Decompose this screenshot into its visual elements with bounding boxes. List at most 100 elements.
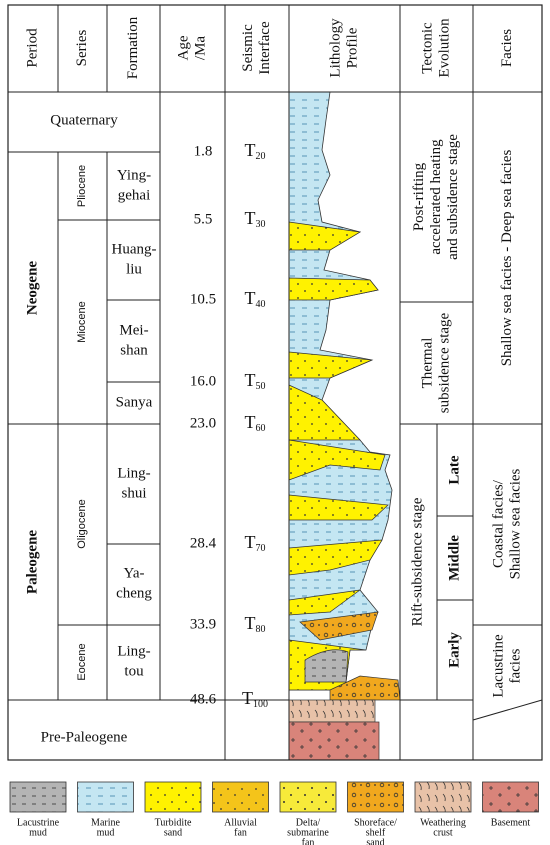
sand-layer bbox=[288, 277, 379, 301]
legend-swatch bbox=[482, 781, 539, 813]
seismic-symbol: T bbox=[245, 532, 256, 552]
age-label: 1.8 bbox=[194, 143, 213, 159]
legend-swatch bbox=[9, 781, 67, 813]
legend-swatch bbox=[212, 781, 269, 813]
table-border bbox=[7, 4, 543, 761]
legend-label: sand bbox=[366, 837, 384, 845]
seismic-label: T40 bbox=[245, 288, 266, 310]
legend-label: Lacustrine bbox=[17, 817, 60, 828]
formation-label: gehai bbox=[118, 187, 150, 203]
seismic-symbol: T bbox=[245, 613, 256, 633]
legend-label: Turbidite bbox=[155, 817, 192, 828]
seismic-label: T70 bbox=[245, 532, 266, 554]
lithology-profile bbox=[288, 91, 401, 761]
series-label: Miocene bbox=[76, 301, 88, 343]
legend-label: shelf bbox=[366, 827, 386, 838]
rule bbox=[472, 699, 543, 721]
legend-label: Basement bbox=[491, 817, 531, 828]
header-label: Age bbox=[175, 35, 191, 60]
legend-swatch bbox=[144, 781, 202, 813]
period-label: Quaternary bbox=[50, 112, 118, 128]
seismic-label: T30 bbox=[245, 208, 266, 230]
legend-label: sand bbox=[164, 827, 182, 838]
tectonic-substage: Late bbox=[446, 455, 462, 485]
facies-label: facies bbox=[507, 648, 523, 683]
seismic-index: 80 bbox=[256, 624, 266, 635]
header-label: Formation bbox=[125, 16, 141, 79]
formation-label: Ling- bbox=[117, 643, 150, 659]
tectonic-stage: and subsidence stage bbox=[445, 134, 461, 260]
formation-label: liu bbox=[126, 261, 142, 277]
alluvial-fan bbox=[329, 675, 401, 701]
seismic-label: T50 bbox=[245, 370, 266, 392]
seismic-symbol: T bbox=[245, 412, 256, 432]
seismic-index: 100 bbox=[253, 699, 268, 710]
legend: LacustrinemudMarinemudTurbiditesandAlluv… bbox=[9, 781, 539, 845]
formation-label: tou bbox=[124, 663, 144, 679]
legend-label: Delta/ bbox=[296, 817, 321, 828]
lacustrine-mud bbox=[304, 649, 349, 683]
seismic-label: T100 bbox=[242, 688, 268, 710]
age-label: 16.0 bbox=[190, 373, 216, 389]
header-label: Seismic bbox=[240, 24, 256, 72]
age-label: 10.5 bbox=[190, 291, 216, 307]
basement bbox=[288, 721, 380, 761]
legend-label: fan bbox=[234, 827, 247, 838]
series-label: Eocene bbox=[76, 643, 88, 680]
seismic-symbol: T bbox=[245, 370, 256, 390]
formation-label: Huang- bbox=[112, 241, 157, 257]
header-label: Lithology bbox=[327, 18, 343, 78]
header-label: Interface bbox=[257, 21, 273, 75]
legend-label: Shoreface/ bbox=[354, 817, 397, 828]
period-label: Paleogene bbox=[24, 530, 40, 594]
seismic-symbol: T bbox=[245, 140, 256, 160]
tectonic-substage: Early bbox=[446, 632, 462, 668]
seismic-symbol: T bbox=[245, 288, 256, 308]
legend-label: crust bbox=[433, 827, 453, 838]
legend-label: Weathering bbox=[420, 817, 466, 828]
facies-label: Coastal facies/ bbox=[490, 479, 506, 568]
age-label: 48.6 bbox=[190, 691, 217, 707]
header-label: Evolution bbox=[436, 18, 452, 78]
formation-label: Ying- bbox=[117, 167, 151, 183]
table-text: Period Series Formation Age/Ma Seismic Interf… bbox=[24, 16, 523, 745]
header-label: Series bbox=[74, 30, 90, 67]
tectonic-stage: accelerated heating bbox=[428, 139, 444, 255]
series-label: Pliocene bbox=[76, 165, 88, 207]
age-label: 33.9 bbox=[190, 616, 216, 632]
seismic-index: 40 bbox=[256, 299, 266, 310]
header-label: /Ma bbox=[192, 36, 208, 61]
tectonic-stage: Rift-subsidence stage bbox=[409, 497, 425, 626]
legend-swatch bbox=[414, 781, 472, 813]
tectonic-stage: Thermal bbox=[419, 338, 435, 389]
facies-label: Shallow sea facies - Deep sea facies bbox=[499, 150, 515, 367]
legend-swatch bbox=[347, 781, 404, 813]
tectonic-stage: Post-rifting bbox=[411, 162, 427, 231]
seismic-index: 20 bbox=[256, 151, 266, 162]
formation-label: shan bbox=[120, 342, 148, 358]
seismic-index: 30 bbox=[256, 219, 266, 230]
facies-label: Lacustrine bbox=[490, 634, 506, 698]
formation-label: Ya- bbox=[124, 565, 145, 581]
seismic-label: T60 bbox=[245, 412, 266, 434]
header-label: Tectonic bbox=[419, 22, 435, 74]
delta-layer bbox=[299, 611, 379, 641]
series-label: Oligocene bbox=[76, 499, 88, 549]
formation-label: Ling- bbox=[117, 465, 150, 481]
legend-label: Marine bbox=[91, 817, 120, 828]
legend-label: Alluvial bbox=[224, 817, 257, 828]
formation-label: Sanya bbox=[116, 394, 153, 410]
tectonic-substage: Middle bbox=[446, 535, 462, 581]
age-label: 5.5 bbox=[194, 211, 213, 227]
legend-label: submarine bbox=[287, 827, 329, 838]
seismic-symbol: T bbox=[245, 208, 256, 228]
legend-label: fan bbox=[302, 837, 315, 845]
legend-swatch bbox=[77, 781, 134, 813]
legend-swatch bbox=[279, 781, 337, 813]
period-label: Pre-Paleogene bbox=[41, 729, 128, 745]
header-label: Period bbox=[24, 28, 40, 68]
period-label: Neogene bbox=[24, 261, 40, 315]
header-label: Profile bbox=[344, 27, 360, 68]
seismic-label: T20 bbox=[245, 140, 266, 162]
age-label: 23.0 bbox=[190, 415, 216, 431]
